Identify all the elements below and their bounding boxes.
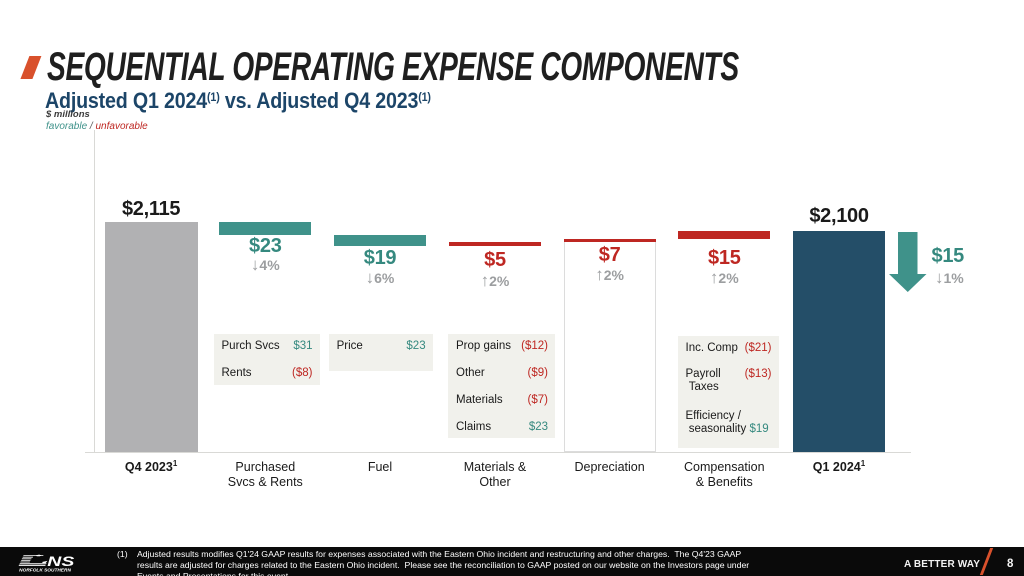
svg-text:NS: NS <box>47 553 75 569</box>
svg-text:NORFOLK SOUTHERN: NORFOLK SOUTHERN <box>19 567 71 572</box>
